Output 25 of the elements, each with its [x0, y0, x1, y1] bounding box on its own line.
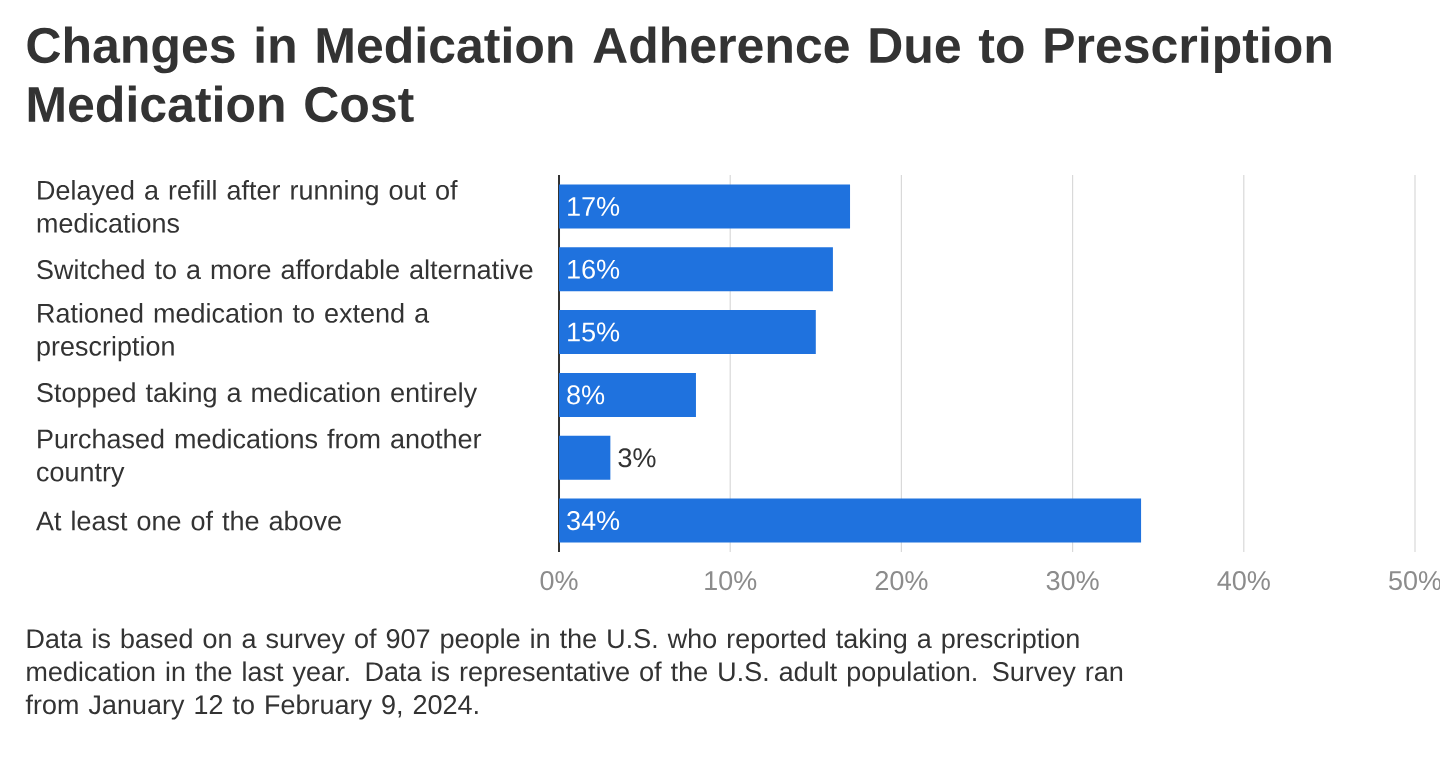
bar — [559, 498, 1142, 543]
bar — [559, 310, 816, 355]
bar — [559, 184, 851, 229]
data-label: 34% — [567, 511, 620, 531]
bar — [559, 247, 833, 292]
text: Data is based on a survey of 907 people in the U.S. who reported taking a prescription medication in the last year. Data is representative of the U.S. adult population. Survey ran from January 12 to February 9, 2024. — [25, 628, 1123, 720]
chart-title: Changes in Medication Adherence Due to Prescription Medication Cost — [27, 26, 1331, 123]
data-label: 17% — [568, 196, 620, 216]
x-tick-label: 10% — [705, 571, 757, 591]
x-tick-label: 40% — [1217, 571, 1270, 591]
data-label: 8% — [567, 385, 605, 405]
data-label: 3% — [618, 448, 656, 468]
y-tick-label: Rationed medication to extend a prescription — [37, 303, 430, 362]
y-tick-label: At least one of the above — [36, 510, 341, 531]
x-tick-label: 20% — [875, 571, 928, 591]
x-tick-label: 30% — [1046, 571, 1099, 591]
bar — [559, 435, 611, 480]
y-tick-label: Purchased medications from another country — [37, 428, 482, 487]
y-tick-label: Switched to a more affordable alternative — [37, 259, 533, 280]
x-tick-label: 0% — [540, 571, 578, 591]
y-tick-label: Delayed a refill after running out of medications — [37, 180, 458, 233]
data-label: 16% — [568, 259, 620, 279]
data-label: 15% — [568, 322, 620, 342]
y-tick-label: Stopped taking a medication entirely — [37, 382, 478, 408]
bar — [559, 372, 696, 417]
